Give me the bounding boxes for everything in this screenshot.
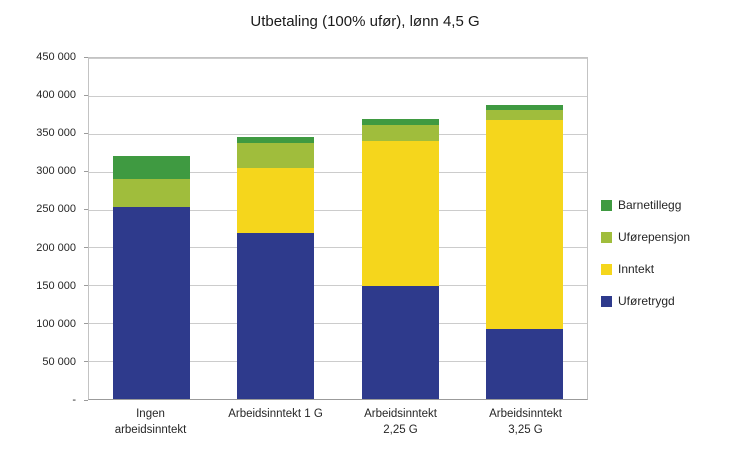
y-tick-label: 300 000 (36, 165, 76, 178)
bar-segment-uføretrygd (486, 328, 564, 399)
bar-slot (463, 58, 588, 399)
stacked-bar (361, 119, 439, 399)
y-tick-label: 350 000 (36, 127, 76, 140)
bar-segment-barnetillegg (237, 136, 315, 143)
legend-label: Barnetillegg (618, 198, 682, 212)
y-tick-mark (84, 56, 88, 58)
legend-label: Uføretrygd (618, 294, 675, 308)
x-axis-label: Ingen arbeidsinntekt (114, 408, 187, 437)
bar-segment-inntekt (361, 140, 439, 287)
stacked-bar (486, 104, 564, 399)
y-tick-mark (84, 361, 88, 363)
legend-label: Uførepensjon (618, 230, 691, 244)
legend-item: Barnetillegg (601, 198, 690, 212)
bar-segment-inntekt (237, 167, 315, 234)
x-axis-label: Arbeidsinntekt 1 G (228, 408, 323, 420)
x-axis-label: Arbeidsinntekt 2,25 G (364, 408, 437, 437)
y-tick-label: 100 000 (36, 317, 76, 330)
legend-swatch (601, 231, 612, 243)
x-axis: Ingen arbeidsinntekt Arbeidsinntekt 1 G Ar… (88, 406, 588, 438)
bar-segment-inntekt (486, 120, 564, 329)
y-tick-mark (84, 170, 88, 172)
gridline (89, 209, 587, 211)
legend-label: Inntekt (618, 262, 655, 276)
bar-segment-uførepensjon (486, 110, 564, 121)
bar-segment-uførepensjon (112, 179, 190, 208)
gridline (89, 285, 587, 287)
bar-segment-uførepensjon (237, 142, 315, 168)
gridline (89, 95, 587, 97)
bar-slot (89, 58, 214, 399)
gridline (89, 247, 587, 249)
bar-slot (338, 58, 463, 399)
gridline (89, 58, 587, 59)
bar-segment-barnetillegg (361, 119, 439, 125)
y-tick-label: 250 000 (36, 203, 76, 216)
x-axis-label: Arbeidsinntekt 3,25 G (489, 408, 562, 437)
gridline (89, 133, 587, 135)
legend-item: Uførepensjon (601, 230, 690, 244)
y-tick-label: 400 000 (36, 89, 76, 102)
y-tick-mark (84, 208, 88, 210)
legend: Barnetillegg Uførepensjon Inntekt Uføretryg… (601, 198, 690, 326)
y-tick-label: 150 000 (36, 279, 76, 292)
legend-swatch (601, 199, 612, 211)
y-tick-mark (84, 285, 88, 287)
y-tick-mark (84, 94, 88, 96)
gridline (89, 323, 587, 325)
stacked-bar (237, 136, 315, 399)
y-tick-label: 450 000 (36, 51, 76, 63)
y-tick-mark (84, 399, 88, 401)
plot-area (88, 57, 588, 400)
y-tick-mark (84, 247, 88, 249)
bars (89, 58, 587, 399)
y-tick-label: - (72, 394, 76, 406)
bar-segment-uføretrygd (237, 233, 315, 399)
bar-segment-uføretrygd (112, 207, 190, 399)
bar-slot (214, 58, 339, 399)
y-tick-label: 200 000 (36, 241, 76, 254)
bar-segment-uføretrygd (361, 286, 439, 399)
chart-title: Utbetaling (100% ufør), lønn 4,5 G (250, 13, 480, 30)
legend-item: Uføretrygd (601, 294, 690, 308)
gridline (89, 171, 587, 173)
gridline (89, 361, 587, 363)
y-tick-label: 50 000 (42, 355, 76, 368)
bar-segment-uførepensjon (361, 124, 439, 141)
bar-segment-barnetillegg (486, 104, 564, 111)
legend-swatch (601, 263, 612, 275)
legend-item: Inntekt (601, 262, 690, 276)
stacked-bar (112, 155, 190, 399)
y-tick-mark (84, 323, 88, 325)
bar-segment-barnetillegg (112, 155, 190, 180)
legend-swatch (601, 295, 612, 307)
y-axis: 450 000 400 000 350 000 300 000 250 000 200 0… (0, 51, 88, 406)
y-tick-mark (84, 132, 88, 134)
